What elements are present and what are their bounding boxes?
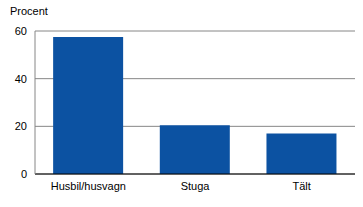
svg-text:Husbil/husvagn: Husbil/husvagn: [51, 180, 126, 192]
svg-text:40: 40: [15, 73, 27, 85]
svg-text:Stuga: Stuga: [181, 180, 211, 192]
html-text:Procent: Procent: [10, 5, 48, 17]
svg-text:60: 60: [15, 25, 27, 37]
svg-text:0: 0: [21, 168, 27, 180]
svg-text:20: 20: [15, 120, 27, 132]
svg-text:Tält: Tält: [292, 180, 310, 192]
